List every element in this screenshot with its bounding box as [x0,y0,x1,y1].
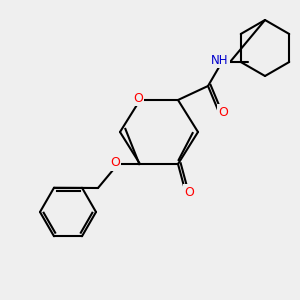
Text: O: O [184,185,194,199]
Text: O: O [218,106,228,118]
Text: O: O [110,157,120,169]
Text: NH: NH [211,53,229,67]
Text: O: O [133,92,143,104]
